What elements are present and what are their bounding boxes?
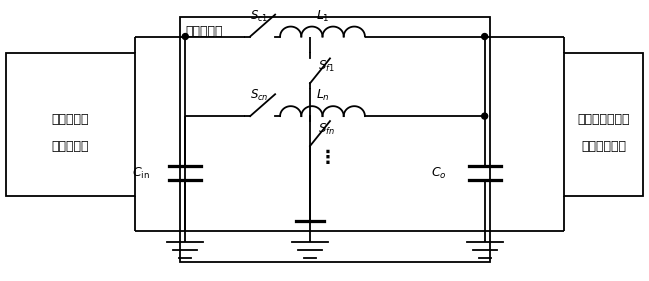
Text: $S_{cn}$: $S_{cn}$	[250, 88, 269, 103]
Text: $L_n$: $L_n$	[315, 88, 330, 103]
FancyBboxPatch shape	[565, 53, 643, 196]
Text: $S_{c1}$: $S_{c1}$	[250, 8, 269, 24]
Text: 电压调节器: 电压调节器	[186, 24, 223, 38]
Text: 片上系统等）: 片上系统等）	[582, 140, 626, 153]
Circle shape	[482, 33, 487, 40]
FancyBboxPatch shape	[180, 17, 489, 262]
Text: $S_{f1}$: $S_{f1}$	[318, 59, 335, 74]
Text: $C_o$: $C_o$	[431, 166, 447, 181]
Text: 负载（处理器，: 负载（处理器，	[578, 113, 630, 126]
Text: $S_{fn}$: $S_{fn}$	[318, 121, 335, 137]
FancyBboxPatch shape	[6, 53, 136, 196]
Text: 适配器等）: 适配器等）	[52, 140, 90, 153]
Circle shape	[182, 33, 188, 40]
Text: $L_1$: $L_1$	[315, 8, 329, 24]
Text: 源（电池，: 源（电池，	[52, 113, 90, 126]
Text: $C_{\mathrm{in}}$: $C_{\mathrm{in}}$	[132, 166, 151, 181]
Text: ⋮: ⋮	[319, 149, 337, 167]
Circle shape	[482, 113, 487, 119]
